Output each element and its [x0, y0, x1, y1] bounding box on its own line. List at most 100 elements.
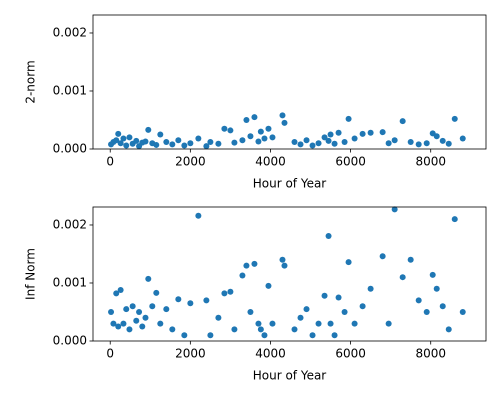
point [239, 137, 246, 144]
point [243, 262, 250, 269]
y-tick-label: 0.001 [53, 83, 87, 97]
point [149, 303, 156, 310]
point [315, 140, 322, 147]
point [113, 290, 120, 297]
point [157, 131, 164, 138]
y-axis-label: 2-norm [24, 60, 38, 103]
point [257, 128, 264, 135]
point [269, 320, 276, 327]
point [136, 308, 143, 315]
point [407, 139, 414, 146]
point [321, 292, 328, 299]
point [247, 133, 254, 140]
point [327, 131, 334, 138]
point [207, 139, 214, 146]
point [341, 139, 348, 146]
point [133, 137, 140, 144]
point [415, 141, 422, 148]
point [331, 140, 338, 147]
point [303, 306, 310, 313]
point [110, 320, 117, 327]
axes-frame [92, 14, 487, 150]
point [439, 137, 446, 144]
x-tick-label: 2000 [175, 155, 206, 169]
point [257, 326, 264, 333]
point [279, 256, 286, 263]
point [120, 320, 127, 327]
point [315, 320, 322, 327]
point [113, 137, 120, 144]
point [117, 140, 124, 147]
point [415, 297, 422, 304]
x-tick-label: 6000 [335, 347, 366, 361]
point [261, 135, 268, 142]
point [325, 233, 332, 240]
point [379, 129, 386, 136]
point [126, 326, 133, 333]
axes-frame [92, 206, 487, 342]
point [341, 308, 348, 315]
x-tick-label: 8000 [415, 155, 446, 169]
point [399, 274, 406, 281]
point [445, 140, 452, 147]
point [203, 143, 210, 150]
point [281, 119, 288, 126]
point [359, 130, 366, 137]
point [157, 320, 164, 327]
point [195, 212, 202, 219]
point [391, 206, 398, 213]
point [429, 271, 436, 278]
point [215, 140, 222, 147]
point [251, 114, 258, 121]
x-tick-label: 0 [106, 347, 114, 361]
point [247, 308, 254, 315]
point [351, 135, 358, 142]
point [142, 314, 149, 321]
point [169, 326, 176, 333]
point [325, 137, 332, 144]
point [133, 317, 140, 324]
y-tick-label: 0.000 [53, 142, 87, 156]
point [195, 135, 202, 142]
point [142, 138, 149, 145]
point [115, 323, 122, 330]
point [451, 216, 458, 223]
y-tick-label: 0.002 [53, 217, 87, 231]
point [423, 308, 430, 315]
point [181, 332, 188, 339]
point [439, 303, 446, 310]
point [181, 142, 188, 149]
point [120, 135, 127, 142]
point [251, 260, 258, 267]
point [227, 288, 234, 295]
point [255, 138, 262, 145]
point [139, 323, 146, 330]
point [117, 286, 124, 293]
point [108, 308, 115, 315]
point [351, 320, 358, 327]
point [359, 303, 366, 310]
point [265, 125, 272, 132]
y-tick-label: 0.000 [53, 334, 87, 348]
x-tick-label: 8000 [415, 347, 446, 361]
x-tick-label: 4000 [255, 347, 286, 361]
point [291, 139, 298, 146]
y-tick-label: 0.002 [53, 25, 87, 39]
point [279, 112, 286, 119]
point [243, 116, 250, 123]
point [231, 326, 238, 333]
point [309, 332, 316, 339]
point [227, 127, 234, 134]
point [303, 137, 310, 144]
point [297, 141, 304, 148]
point [163, 306, 170, 313]
point [221, 125, 228, 132]
point [123, 306, 130, 313]
point [445, 326, 452, 333]
point [423, 140, 430, 147]
point [345, 115, 352, 122]
point [407, 256, 414, 263]
point [115, 130, 122, 137]
point [145, 126, 152, 133]
